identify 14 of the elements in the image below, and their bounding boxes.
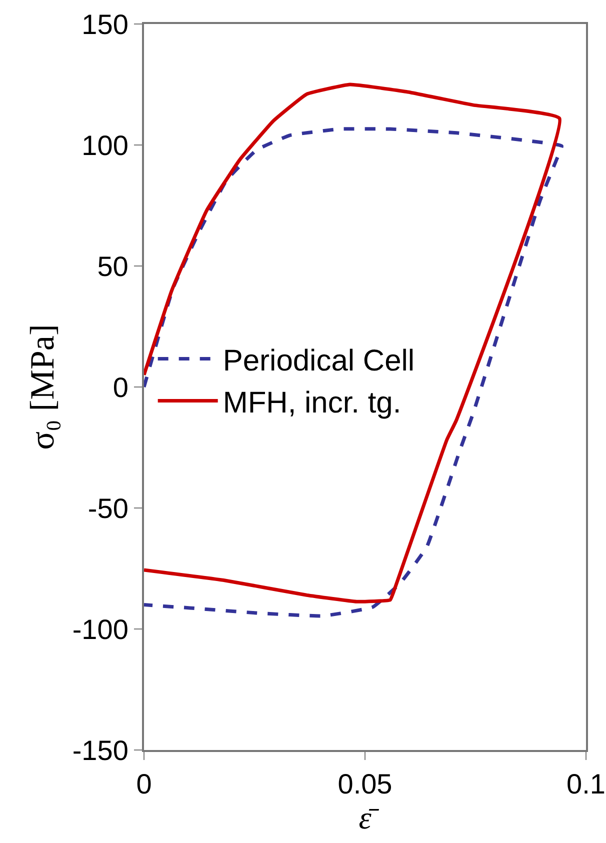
y-tick-label: 100 — [82, 130, 128, 161]
legend-label: Periodical Cell — [222, 344, 415, 378]
y-tick-label: -150 — [72, 734, 128, 766]
y-tick-label: -50 — [88, 492, 128, 524]
y-tick-label: -100 — [72, 614, 128, 645]
y-tick-label: 50 — [97, 250, 128, 282]
x-tick-label: 0 — [136, 768, 152, 800]
x-tick-label: 0.05 — [338, 768, 392, 800]
y-tick-label: 150 — [82, 8, 128, 40]
y-tick-label: 0 — [112, 372, 128, 403]
y-axis-title: σ₀ [MPa] — [24, 324, 62, 450]
x-tick-label: 0.1 — [566, 768, 606, 800]
legend-label: MFH, incr. tg. — [222, 386, 402, 420]
x-axis-title: ε̄ — [358, 800, 380, 836]
